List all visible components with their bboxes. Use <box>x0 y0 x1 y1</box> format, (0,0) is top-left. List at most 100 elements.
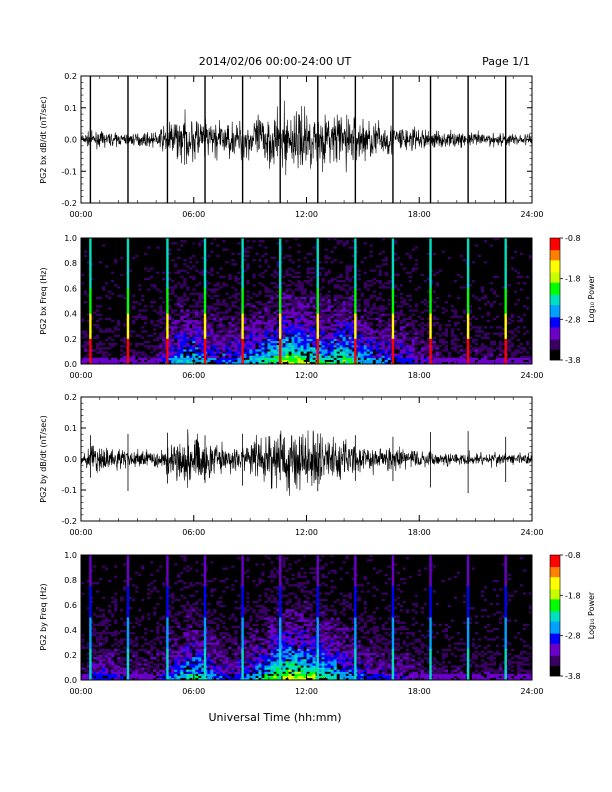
spectrogram-cell <box>210 644 214 647</box>
spectrogram-cell <box>246 254 250 258</box>
spectrogram-cell <box>306 294 310 297</box>
spectrogram-cell <box>156 630 160 633</box>
spectrogram-cell <box>324 317 328 321</box>
spectrogram-cell <box>90 642 94 645</box>
spectrogram-cell <box>225 586 229 589</box>
spectrogram-cell <box>294 315 298 318</box>
spectrogram-cell <box>225 634 229 637</box>
spectrogram-cell <box>324 351 328 354</box>
spectrogram-cell <box>306 307 310 310</box>
spectrogram-cell <box>198 677 202 681</box>
spectrogram-cell <box>105 667 109 670</box>
spectrogram-cell <box>159 347 163 350</box>
spectrogram-cell <box>342 301 346 304</box>
spectrogram-cell <box>147 345 151 348</box>
spectrogram-cell <box>336 275 340 279</box>
spectrogram-cell <box>336 294 340 297</box>
spectrogram-cell <box>162 617 166 620</box>
spectrogram-cell <box>99 359 103 363</box>
spectrogram-cell <box>291 359 295 363</box>
spectrogram-cell <box>273 282 277 285</box>
spectrogram-cell <box>306 322 310 325</box>
spectrogram-cell <box>162 357 166 360</box>
spectrogram-cell <box>270 328 274 331</box>
spectrogram-cell <box>243 334 247 337</box>
spectrogram-cell <box>444 330 449 333</box>
spectrogram-cell <box>180 361 184 365</box>
spectrogram-cell <box>255 307 259 310</box>
spectrogram-cell <box>294 351 298 354</box>
spectrogram-cell <box>252 305 256 308</box>
spectrogram-cell <box>183 298 187 302</box>
spectrogram-cell <box>339 359 343 363</box>
spectrogram-cell <box>186 361 190 365</box>
spectrogram-cell <box>270 294 274 297</box>
spectrogram-cell <box>99 349 103 352</box>
spectrogram-cell <box>129 640 133 643</box>
spectrogram-cell <box>333 351 337 354</box>
colorbar-segment <box>550 319 560 322</box>
spectrogram-cell <box>237 353 241 356</box>
spectrogram-cell <box>342 315 346 318</box>
spectrogram-cell <box>111 357 115 360</box>
spectrogram-cell <box>357 269 361 272</box>
spectrogram-cell <box>486 361 491 365</box>
spectrogram-cell <box>306 330 310 333</box>
spectrogram-cell <box>411 319 415 323</box>
spectrogram-cell <box>300 336 304 339</box>
spectrogram-cell <box>99 665 103 668</box>
spectrogram-cell <box>369 311 373 314</box>
spectrogram-cell <box>348 359 352 363</box>
spectrogram-cell <box>207 580 211 583</box>
spectrogram-cell <box>222 328 226 331</box>
spectrogram-cell <box>342 309 346 312</box>
spectrogram-cell <box>318 340 322 344</box>
colorbar-tick-label: -0.8 <box>565 234 581 243</box>
spectrogram-cell <box>456 338 461 342</box>
spectrogram-cell <box>492 340 497 344</box>
spectrogram-cell <box>171 340 175 344</box>
spectrogram-cell <box>192 332 196 335</box>
spectrogram-cell <box>318 343 322 346</box>
spectrogram-cell <box>333 286 337 289</box>
spectrogram-cell <box>273 271 277 274</box>
spectrogram-cell <box>516 351 521 354</box>
spectrogram-cell <box>387 322 391 325</box>
spectrogram-cell <box>372 307 376 310</box>
spectrogram-cell <box>309 311 313 314</box>
spectrogram-cell <box>183 659 187 662</box>
spectrogram-cell <box>408 305 412 308</box>
spectrogram-cell <box>456 359 461 363</box>
colorbar-segment <box>550 240 560 243</box>
colorbar-segment <box>550 294 560 298</box>
spectrogram-cell <box>474 347 479 350</box>
spectrogram-cell <box>180 317 184 321</box>
spectrogram-cell <box>282 330 286 333</box>
spectrogram-cell <box>282 340 286 344</box>
spectrogram-cell <box>102 655 106 658</box>
spectrogram-cell <box>438 361 442 365</box>
spectrogram-cell <box>144 675 148 679</box>
spectrogram-cell <box>402 319 406 323</box>
colorbar-label: Log₁₀ Power <box>587 275 596 323</box>
spectrogram-cell <box>168 611 172 614</box>
spectrogram-cell <box>435 305 439 308</box>
spectrogram-cell <box>216 324 220 327</box>
spectrogram-cell <box>210 349 214 352</box>
spectrogram-cell <box>405 355 409 358</box>
spectrogram-cell <box>483 326 488 329</box>
spectrogram-cell <box>171 280 175 283</box>
spectrogram-cell <box>393 273 397 276</box>
spectrogram-cell <box>183 636 187 639</box>
spectrogram-cell <box>357 298 361 302</box>
spectrogram-cell <box>339 345 343 348</box>
spectrogram-cell <box>129 667 133 670</box>
spectrogram-cell <box>375 361 379 365</box>
spectrogram-cell <box>225 330 229 333</box>
spectrogram-cell <box>276 349 280 352</box>
spectrogram-cell <box>174 650 178 654</box>
spectrogram-cell <box>387 298 391 302</box>
spectrogram-cell <box>408 298 412 302</box>
spectrogram-cell <box>345 340 349 344</box>
spectrogram-cell <box>255 328 259 331</box>
